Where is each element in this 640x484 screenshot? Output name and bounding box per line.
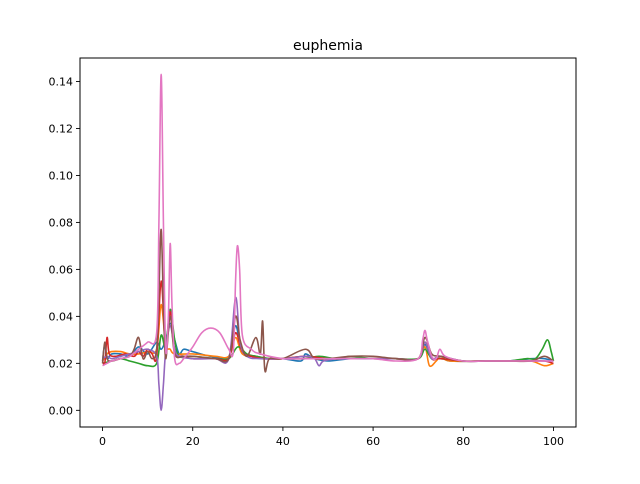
y-tick-label: 0.02 [49, 357, 74, 370]
x-tick-label: 60 [366, 435, 380, 448]
series-layer [101, 73, 555, 412]
x-tick-label: 20 [186, 435, 200, 448]
y-tick-label: 0.08 [49, 216, 74, 229]
x-tick-label: 100 [543, 435, 564, 448]
y-tick-label: 0.00 [49, 404, 74, 417]
y-tick-label: 0.06 [49, 263, 74, 276]
x-tick-label: 40 [276, 435, 290, 448]
y-tick-label: 0.12 [49, 122, 74, 135]
x-axis: 0 20 40 60 80 100 [99, 427, 564, 448]
chart-title: euphemia [293, 38, 363, 54]
x-tick-label: 80 [456, 435, 470, 448]
series-line-7 [102, 73, 554, 367]
plot-frame [79, 57, 577, 428]
x-tick-label: 0 [99, 435, 106, 448]
y-tick-label: 0.04 [49, 310, 74, 323]
y-tick-label: 0.10 [49, 169, 74, 182]
y-tick-label: 0.14 [49, 75, 74, 88]
y-axis: 0.00 0.02 0.04 0.06 0.08 0.10 0.12 0.14 [49, 75, 80, 417]
